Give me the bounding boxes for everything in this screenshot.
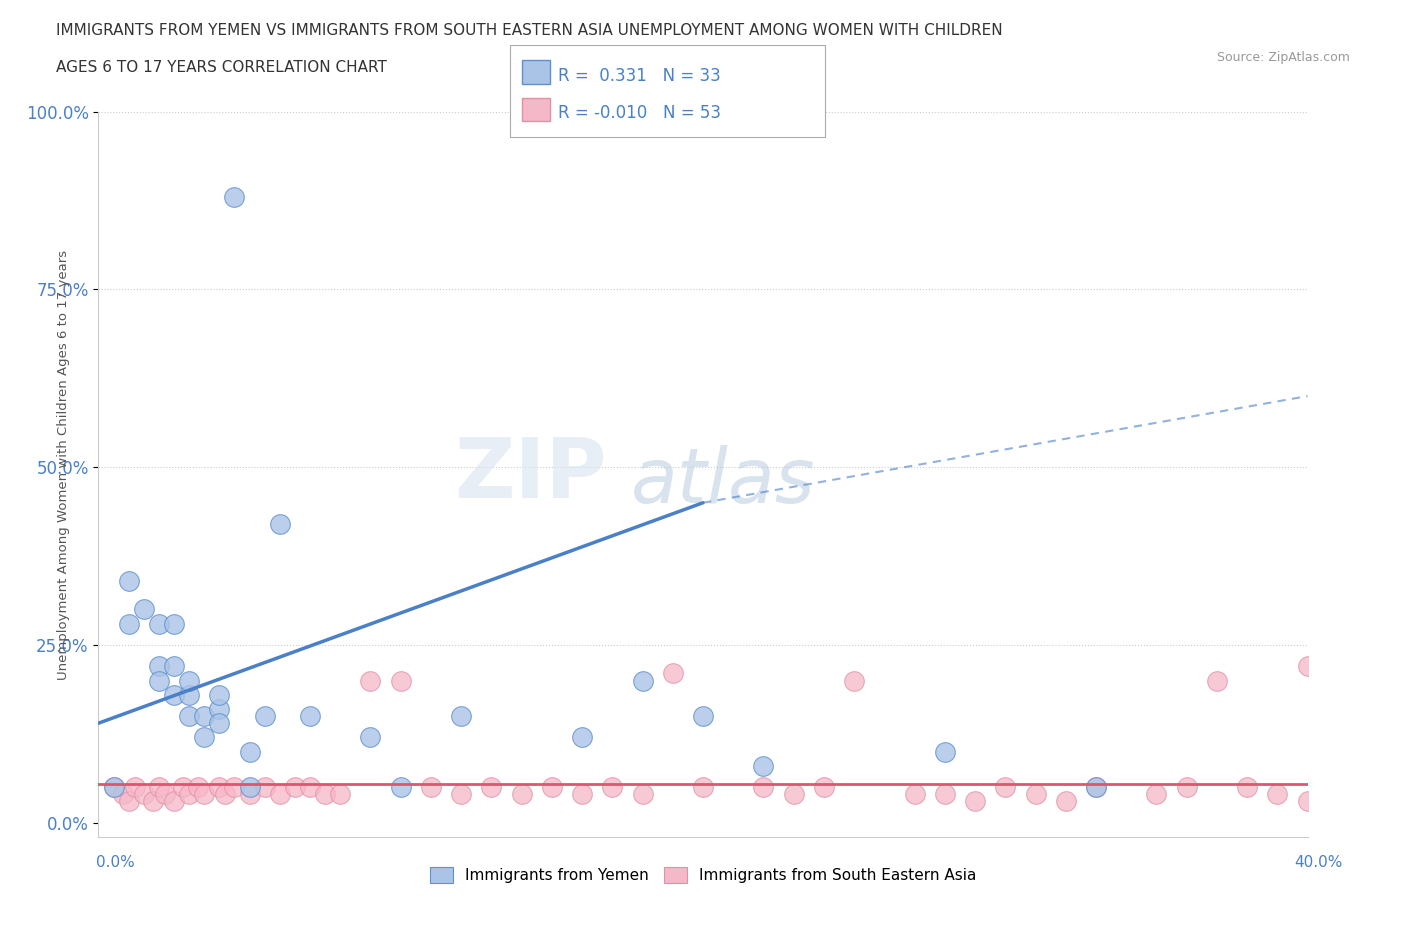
Point	[103, 779, 125, 794]
Point	[420, 779, 443, 794]
Text: atlas: atlas	[630, 445, 815, 519]
Point	[148, 673, 170, 688]
Point	[360, 730, 382, 745]
Point	[314, 787, 336, 802]
Point	[284, 779, 307, 794]
Point	[269, 517, 291, 532]
Point	[148, 658, 170, 673]
Point	[224, 779, 246, 794]
Point	[163, 794, 186, 809]
Point	[692, 779, 714, 794]
Point	[299, 709, 322, 724]
Point	[208, 779, 231, 794]
Point	[934, 787, 956, 802]
Point	[1236, 779, 1258, 794]
Point	[269, 787, 291, 802]
Point	[1085, 779, 1108, 794]
Point	[208, 716, 231, 731]
Point	[602, 779, 624, 794]
Point	[844, 673, 866, 688]
Point	[540, 779, 562, 794]
Point	[450, 787, 472, 802]
Point	[163, 617, 186, 631]
Point	[193, 730, 215, 745]
Point	[934, 744, 956, 759]
Point	[239, 787, 262, 802]
Text: 0.0%: 0.0%	[96, 855, 135, 870]
Point	[153, 787, 176, 802]
Text: 40.0%: 40.0%	[1295, 855, 1343, 870]
Legend: Immigrants from Yemen, Immigrants from South Eastern Asia: Immigrants from Yemen, Immigrants from S…	[422, 859, 984, 891]
Point	[571, 730, 593, 745]
Point	[904, 787, 927, 802]
Point	[1296, 794, 1319, 809]
Point	[1024, 787, 1046, 802]
Point	[239, 744, 262, 759]
Text: ZIP: ZIP	[454, 433, 606, 515]
Point	[965, 794, 987, 809]
Point	[253, 709, 276, 724]
Point	[132, 787, 155, 802]
Point	[118, 794, 141, 809]
Point	[179, 687, 201, 702]
Point	[994, 779, 1017, 794]
Point	[813, 779, 835, 794]
Point	[450, 709, 472, 724]
Point	[661, 666, 683, 681]
Point	[389, 779, 412, 794]
Point	[179, 787, 201, 802]
Point	[360, 673, 382, 688]
Point	[631, 787, 654, 802]
Text: R = -0.010   N = 53: R = -0.010 N = 53	[558, 104, 721, 122]
Point	[752, 759, 775, 774]
Point	[179, 709, 201, 724]
Point	[193, 787, 215, 802]
Point	[214, 787, 236, 802]
Point	[1175, 779, 1198, 794]
Point	[148, 779, 170, 794]
Text: R =  0.331   N = 33: R = 0.331 N = 33	[558, 67, 721, 85]
Point	[1296, 658, 1319, 673]
Point	[752, 779, 775, 794]
Point	[148, 617, 170, 631]
Point	[132, 602, 155, 617]
Point	[631, 673, 654, 688]
Point	[1144, 787, 1167, 802]
Point	[299, 779, 322, 794]
Point	[142, 794, 165, 809]
Point	[193, 709, 215, 724]
Point	[124, 779, 146, 794]
Point	[239, 779, 262, 794]
Point	[118, 617, 141, 631]
Point	[179, 673, 201, 688]
Text: Source: ZipAtlas.com: Source: ZipAtlas.com	[1216, 51, 1350, 64]
Point	[1206, 673, 1229, 688]
Point	[208, 701, 231, 716]
Point	[163, 687, 186, 702]
Point	[1085, 779, 1108, 794]
Point	[118, 574, 141, 589]
Point	[1054, 794, 1077, 809]
Point	[103, 779, 125, 794]
Text: IMMIGRANTS FROM YEMEN VS IMMIGRANTS FROM SOUTH EASTERN ASIA UNEMPLOYMENT AMONG W: IMMIGRANTS FROM YEMEN VS IMMIGRANTS FROM…	[56, 23, 1002, 38]
Point	[481, 779, 503, 794]
Point	[172, 779, 194, 794]
Point	[329, 787, 352, 802]
Point	[224, 190, 246, 205]
Point	[111, 787, 134, 802]
Point	[692, 709, 714, 724]
Point	[389, 673, 412, 688]
Point	[783, 787, 806, 802]
Point	[187, 779, 209, 794]
Point	[253, 779, 276, 794]
Text: Unemployment Among Women with Children Ages 6 to 17 years: Unemployment Among Women with Children A…	[56, 250, 70, 680]
Point	[208, 687, 231, 702]
Point	[163, 658, 186, 673]
Text: AGES 6 TO 17 YEARS CORRELATION CHART: AGES 6 TO 17 YEARS CORRELATION CHART	[56, 60, 387, 75]
Point	[571, 787, 593, 802]
Point	[510, 787, 533, 802]
Point	[1267, 787, 1289, 802]
